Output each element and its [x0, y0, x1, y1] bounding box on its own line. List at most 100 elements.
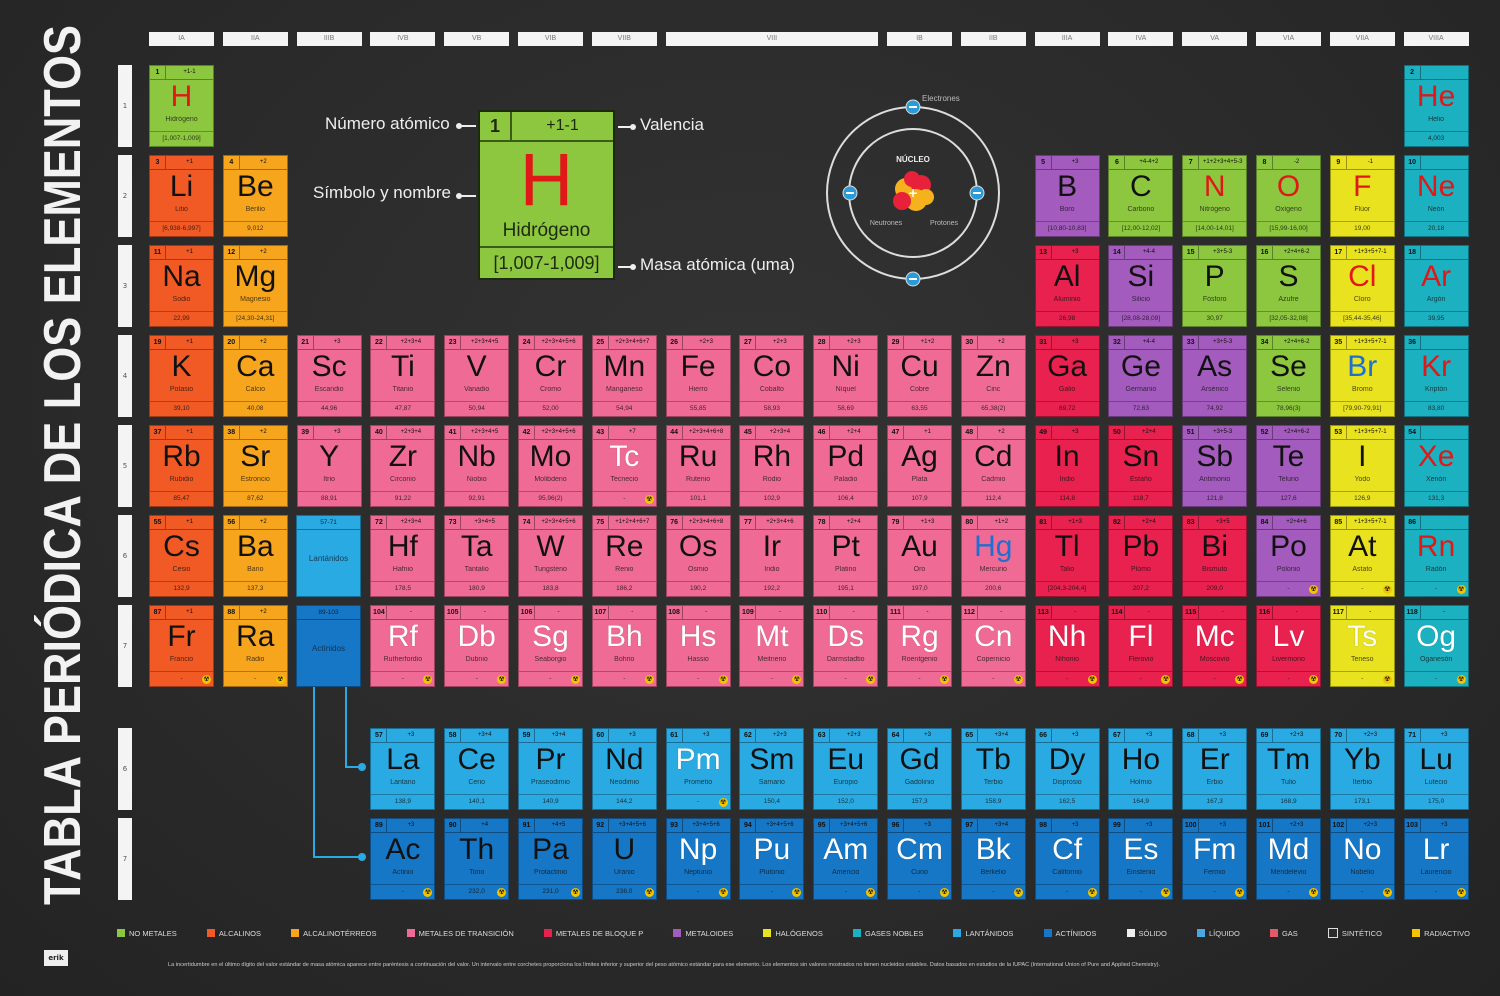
element-cell-he[interactable]: 2 He Helio 4,003 — [1403, 65, 1469, 147]
element-cell-pa[interactable]: 91 +4+5 Pa Protactinio 231,0 ☢ — [518, 818, 583, 900]
element-cell-h[interactable]: 1 +1-1 H Hidrógeno [1,007-1,009] — [149, 65, 214, 147]
element-cell-br[interactable]: 35 +1+3+5+7-1 Br Bromo [79,90-79,91] — [1329, 335, 1395, 417]
element-cell-tb[interactable]: 65 +3+4 Tb Terbio 158,9 — [960, 728, 1026, 810]
element-cell-la[interactable]: 57 +3 La Lantano 138,9 — [370, 728, 436, 810]
element-cell-sm[interactable]: 62 +2+3 Sm Samario 150,4 — [739, 728, 805, 810]
element-cell-yb[interactable]: 70 +2+3 Yb Iterbio 173,1 — [1329, 728, 1395, 810]
element-cell-dy[interactable]: 66 +3 Dy Disprosio 162,5 — [1034, 728, 1100, 810]
element-cell-ru[interactable]: 44 +2+3+4+6+8 Ru Rutenio 101,1 — [665, 425, 731, 507]
element-cell-co[interactable]: 27 +2+3 Co Cobalto 58,93 — [739, 335, 805, 417]
element-cell-ge[interactable]: 32 +4-4 Ge Germanio 72,63 — [1108, 335, 1174, 417]
element-cell-cm[interactable]: 96 +3 Cm Curio - ☢ — [887, 818, 952, 900]
element-cell-gd[interactable]: 64 +3 Gd Gadolinio 157,3 — [887, 728, 952, 810]
element-cell-ti[interactable]: 22 +2+3+4 Ti Titanio 47,87 — [370, 335, 436, 417]
element-cell-b[interactable]: 5 +3 B Boro [10,80-10,83] — [1034, 155, 1100, 237]
lanthanides-placeholder[interactable]: 57-71 Lantánidos — [296, 515, 361, 597]
element-cell-mc[interactable]: 115- Mc Moscovio - ☢ — [1182, 605, 1248, 687]
element-cell-zn[interactable]: 30 +2 Zn Cinc 65,38(2) — [960, 335, 1026, 417]
element-cell-ni[interactable]: 28 +2+3 Ni Níquel 58,69 — [813, 335, 879, 417]
element-cell-ta[interactable]: 73 +3+4+5 Ta Tantalio 180,9 — [444, 515, 510, 597]
element-cell-v[interactable]: 23 +2+3+4+5 V Vanadio 50,94 — [444, 335, 510, 417]
element-cell-cn[interactable]: 112- Cn Copernicio - ☢ — [960, 605, 1026, 687]
element-cell-s[interactable]: 16 +2+4+6-2 S Azufre [32,05-32,08] — [1256, 245, 1321, 327]
element-cell-fm[interactable]: 100 +3 Fm Fermio - ☢ — [1182, 818, 1248, 900]
element-cell-rh[interactable]: 45 +2+3+4 Rh Rodio 102,9 — [739, 425, 805, 507]
element-cell-k[interactable]: 19 +1 K Potasio 39,10 — [149, 335, 214, 417]
element-cell-rg[interactable]: 111- Rg Roentgenio - ☢ — [887, 605, 952, 687]
element-cell-sn[interactable]: 50 +2+4 Sn Estaño 118,7 — [1108, 425, 1174, 507]
element-cell-pb[interactable]: 82 +2+4 Pb Plomo 207,2 — [1108, 515, 1174, 597]
element-cell-c[interactable]: 6 +4-4+2 C Carbono [12,00-12,02] — [1108, 155, 1174, 237]
element-cell-bi[interactable]: 83 +3+5 Bi Bismuto 209,0 — [1182, 515, 1248, 597]
element-cell-sc[interactable]: 21 +3 Sc Escandio 44,96 — [296, 335, 362, 417]
element-cell-pd[interactable]: 46 +2+4 Pd Paladio 106,4 — [813, 425, 879, 507]
element-cell-eu[interactable]: 63 +2+3 Eu Europio 152,0 — [813, 728, 879, 810]
element-cell-xe[interactable]: 54 Xe Xenón 131,3 — [1403, 425, 1469, 507]
element-cell-ce[interactable]: 58 +3+4 Ce Cerio 140,1 — [444, 728, 510, 810]
element-cell-po[interactable]: 84 +2+4+6 Po Polonio - ☢ — [1256, 515, 1321, 597]
element-cell-fl[interactable]: 114- Fl Flerovio - ☢ — [1108, 605, 1174, 687]
element-cell-ar[interactable]: 18 Ar Argón 39,95 — [1403, 245, 1469, 327]
element-cell-be[interactable]: 4 +2 Be Berilio 9,012 — [222, 155, 288, 237]
element-cell-kr[interactable]: 36 Kr Kriptón 83,80 — [1403, 335, 1469, 417]
element-cell-db[interactable]: 105- Db Dubnio - ☢ — [444, 605, 510, 687]
element-cell-er[interactable]: 68 +3 Er Erbio 167,3 — [1182, 728, 1248, 810]
element-cell-mg[interactable]: 12 +2 Mg Magnesio [24,30-24,31] — [222, 245, 288, 327]
element-cell-lr[interactable]: 103 +3 Lr Laurencio - ☢ — [1403, 818, 1469, 900]
element-cell-cf[interactable]: 98 +3 Cf Californio - ☢ — [1034, 818, 1100, 900]
element-cell-tc[interactable]: 43 +7 Tc Tecnecio - ☢ — [591, 425, 657, 507]
element-cell-w[interactable]: 74 +2+3+4+5+6 W Tungsteno 183,8 — [518, 515, 583, 597]
element-cell-in[interactable]: 49 +3 In Indio 114,8 — [1034, 425, 1100, 507]
element-cell-zr[interactable]: 40 +2+3+4 Zr Circonio 91,22 — [370, 425, 436, 507]
element-cell-na[interactable]: 11 +1 Na Sodio 22,99 — [149, 245, 214, 327]
element-cell-am[interactable]: 95 +3+4+5+6 Am Americio - ☢ — [813, 818, 879, 900]
element-cell-rf[interactable]: 104- Rf Rutherfordio - ☢ — [370, 605, 436, 687]
element-cell-cd[interactable]: 48 +2 Cd Cadmio 112,4 — [960, 425, 1026, 507]
element-cell-ra[interactable]: 88 +2 Ra Radio - ☢ — [222, 605, 288, 687]
element-cell-au[interactable]: 79 +1+3 Au Oro 197,0 — [887, 515, 952, 597]
element-cell-nd[interactable]: 60 +3 Nd Neodimio 144,2 — [591, 728, 657, 810]
element-cell-u[interactable]: 92 +3+4+5+6 U Uranio 238,0 ☢ — [591, 818, 657, 900]
element-cell-o[interactable]: 8 -2 O Oxígeno [15,99-16,00] — [1256, 155, 1321, 237]
element-cell-tl[interactable]: 81 +1+3 Tl Talio [204,3-204,4] — [1034, 515, 1100, 597]
element-cell-th[interactable]: 90 +4 Th Torio 232,0 ☢ — [444, 818, 510, 900]
element-cell-f[interactable]: 9 -1 F Flúor 19,00 — [1329, 155, 1395, 237]
element-cell-sb[interactable]: 51 +3+5-3 Sb Antimonio 121,8 — [1182, 425, 1248, 507]
element-cell-sr[interactable]: 38 +2 Sr Estroncio 87,62 — [222, 425, 288, 507]
element-cell-at[interactable]: 85 +1+3+5+7-1 At Astato - ☢ — [1329, 515, 1395, 597]
element-cell-ds[interactable]: 110- Ds Darmstadtio - ☢ — [813, 605, 879, 687]
element-cell-ba[interactable]: 56 +2 Ba Bario 137,3 — [222, 515, 288, 597]
element-cell-ac[interactable]: 89 +3 Ac Actinio - ☢ — [370, 818, 436, 900]
element-cell-li[interactable]: 3 +1 Li Litio [6,938-6,997] — [149, 155, 214, 237]
element-cell-mt[interactable]: 109- Mt Meitnerio - ☢ — [739, 605, 805, 687]
element-cell-pr[interactable]: 59 +3+4 Pr Praseodimio 140,9 — [518, 728, 583, 810]
element-cell-y[interactable]: 39 +3 Y Itrio 88,91 — [296, 425, 362, 507]
element-cell-ga[interactable]: 31 +3 Ga Galio 69,72 — [1034, 335, 1100, 417]
element-cell-bk[interactable]: 97 +3+4 Bk Berkelio - ☢ — [960, 818, 1026, 900]
element-cell-lv[interactable]: 116- Lv Livermorio - ☢ — [1256, 605, 1321, 687]
actinides-placeholder[interactable]: 89-103 Actínidos — [296, 605, 361, 687]
element-cell-pu[interactable]: 94 +3+4+5+6 Pu Plutonio - ☢ — [739, 818, 805, 900]
element-cell-re[interactable]: 75 +1+2+4+6+7 Re Renio 186,2 — [591, 515, 657, 597]
element-cell-mo[interactable]: 42 +2+3+4+5+6 Mo Molibdeno 95,96(2) — [518, 425, 583, 507]
element-cell-og[interactable]: 118- Og Oganesón - ☢ — [1403, 605, 1469, 687]
element-cell-hg[interactable]: 80 +1+2 Hg Mercurio 200,6 — [960, 515, 1026, 597]
element-cell-n[interactable]: 7 +1+2+3+4+5-3 N Nitrógeno [14,00-14,01] — [1182, 155, 1248, 237]
element-cell-as[interactable]: 33 +3+5-3 As Arsénico 74,92 — [1182, 335, 1248, 417]
element-cell-ca[interactable]: 20 +2 Ca Calcio 40,08 — [222, 335, 288, 417]
element-cell-fr[interactable]: 87 +1 Fr Francio - ☢ — [149, 605, 214, 687]
element-cell-pt[interactable]: 78 +2+4 Pt Platino 195,1 — [813, 515, 879, 597]
element-cell-cu[interactable]: 29 +1+2 Cu Cobre 63,55 — [887, 335, 952, 417]
element-cell-pm[interactable]: 61 +3 Pm Prometio - ☢ — [665, 728, 731, 810]
element-cell-md[interactable]: 101 +2+3 Md Mendelevio - ☢ — [1256, 818, 1321, 900]
element-cell-no[interactable]: 102 +2+3 No Nobelio - ☢ — [1329, 818, 1395, 900]
element-cell-cs[interactable]: 55 +1 Cs Cesio 132,9 — [149, 515, 214, 597]
element-cell-np[interactable]: 93 +3+4+5+6 Np Neptunio - ☢ — [665, 818, 731, 900]
element-cell-tm[interactable]: 69 +2+3 Tm Tulio 168,9 — [1256, 728, 1321, 810]
element-cell-al[interactable]: 13 +3 Al Aluminio 26,98 — [1034, 245, 1100, 327]
element-cell-es[interactable]: 99 +3 Es Einstenio - ☢ — [1108, 818, 1174, 900]
element-cell-te[interactable]: 52 +2+4+6-2 Te Telurio 127,6 — [1256, 425, 1321, 507]
element-cell-i[interactable]: 53 +1+3+5+7-1 I Yodo 126,9 — [1329, 425, 1395, 507]
element-cell-lu[interactable]: 71 +3 Lu Lutecio 175,0 — [1403, 728, 1469, 810]
element-cell-hs[interactable]: 108- Hs Hassio - ☢ — [665, 605, 731, 687]
